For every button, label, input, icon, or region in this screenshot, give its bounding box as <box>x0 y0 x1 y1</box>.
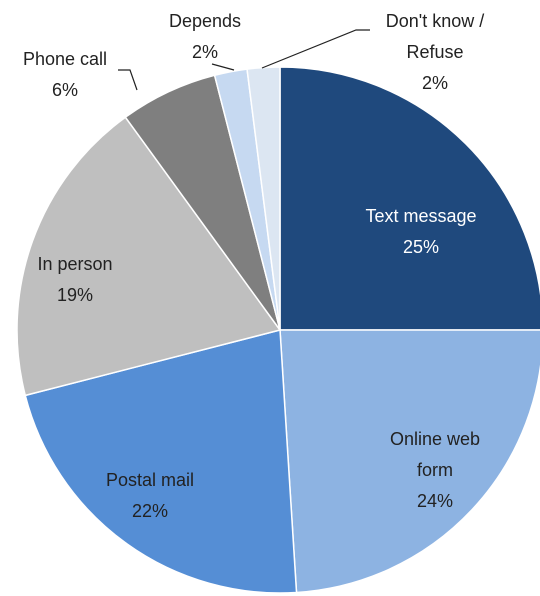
category-label: Don't know / Refuse <box>385 11 485 62</box>
category-label: Phone call <box>22 49 108 69</box>
slice-label: Postal mail 22% <box>50 465 250 527</box>
value-label: 19% <box>56 285 94 305</box>
slice-label: Text message 25% <box>321 201 521 263</box>
value-label: 6% <box>51 80 78 100</box>
category-label: In person <box>37 254 113 274</box>
slice-label: Depends 2% <box>145 6 265 68</box>
value-label: 22% <box>131 501 169 521</box>
category-label: Online web form <box>389 429 481 480</box>
value-label: 2% <box>421 73 448 93</box>
leader-line <box>211 63 235 71</box>
value-label: 24% <box>416 491 454 511</box>
slice-label: Don't know / Refuse 2% <box>380 6 490 99</box>
pie-slice <box>24 329 298 594</box>
pie-slice <box>16 116 282 397</box>
slice-label: Phone call 6% <box>5 44 125 106</box>
pie-slice <box>279 329 540 594</box>
slice-label: In person 19% <box>15 249 135 311</box>
value-label: 25% <box>402 237 440 257</box>
leader-line <box>118 69 138 91</box>
category-label: Text message <box>365 206 477 226</box>
leader-line <box>261 29 370 69</box>
value-label: 2% <box>191 42 218 62</box>
pie-slice <box>279 66 540 331</box>
category-label: Depends <box>168 11 242 31</box>
slice-label: Online web form 24% <box>370 424 500 517</box>
category-label: Postal mail <box>105 470 195 490</box>
